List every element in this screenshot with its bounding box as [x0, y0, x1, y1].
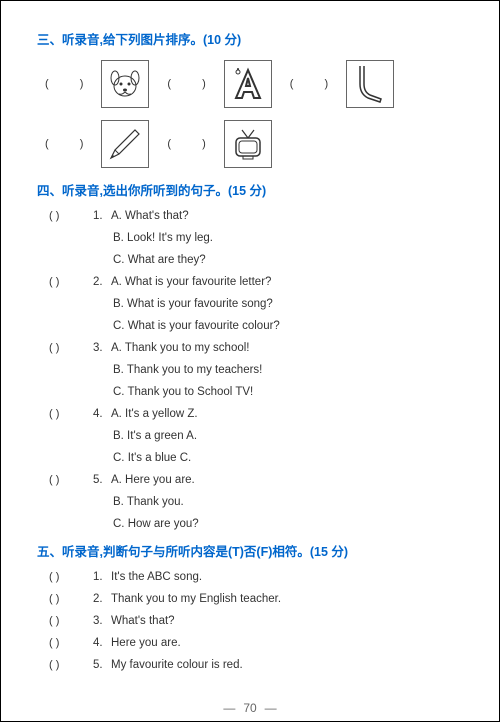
section5-title: 五、听录音,判断句子与所听内容是(T)否(F)相符。(15 分) [37, 541, 463, 560]
section4-block: ( )1.A. What's that?B. Look! It's my leg… [49, 211, 463, 531]
answer-paren[interactable]: ( ) [49, 475, 93, 487]
option-text: A. What is your favourite letter? [111, 277, 271, 289]
question-row: ( )1.A. What's that? [49, 211, 463, 223]
answer-paren[interactable]: ( ) [49, 211, 93, 223]
section4-title: 四、听录音,选出你所听到的句子。(15 分) [37, 180, 463, 199]
question-text: Here you are. [111, 638, 181, 650]
page-number: —70— [1, 701, 499, 715]
section5-block: ( )1.It's the ABC song.( )2.Thank you to… [49, 572, 463, 672]
q-num: 3. [93, 616, 111, 628]
q-num: 1. [93, 211, 111, 223]
tv-icon [224, 120, 272, 168]
q-num: 2. [93, 277, 111, 289]
pic-item-3: ( ) [290, 60, 394, 108]
option-text: B. Look! It's my leg. [113, 233, 463, 245]
pic-item-5: ( ) [167, 120, 271, 168]
option-text: C. Thank you to School TV! [113, 387, 463, 399]
q-num: 5. [93, 475, 111, 487]
option-text: B. What is your favourite song? [113, 299, 463, 311]
q-num: 5. [93, 660, 111, 672]
paren: ( ) [167, 78, 219, 90]
answer-paren[interactable]: ( ) [49, 572, 93, 584]
question-row: ( )2.Thank you to my English teacher. [49, 594, 463, 606]
option-text: B. Thank you. [113, 497, 463, 509]
question-text: It's the ABC song. [111, 572, 202, 584]
question-row: ( )2.A. What is your favourite letter? [49, 277, 463, 289]
pic-item-1: ( ) [45, 60, 149, 108]
q-num: 4. [93, 638, 111, 650]
question-row: ( )5.My favourite colour is red. [49, 660, 463, 672]
arm-icon [346, 60, 394, 108]
pic-item-2: ( ) [167, 60, 271, 108]
section3-title: 三、听录音,给下列图片排序。(10 分) [37, 29, 463, 48]
paren: ( ) [290, 78, 342, 90]
option-text: C. What are they? [113, 255, 463, 267]
answer-paren[interactable]: ( ) [49, 594, 93, 606]
q-num: 3. [93, 343, 111, 355]
option-text: A. Here you are. [111, 475, 195, 487]
dog-icon [101, 60, 149, 108]
pic-item-4: ( ) [45, 120, 149, 168]
paren: ( ) [45, 78, 97, 90]
option-text: A. Thank you to my school! [111, 343, 250, 355]
question-text: My favourite colour is red. [111, 660, 243, 672]
answer-paren[interactable]: ( ) [49, 343, 93, 355]
answer-paren[interactable]: ( ) [49, 638, 93, 650]
pic-row-1: ( ) ( ) ( ) [45, 60, 463, 108]
question-text: What's that? [111, 616, 175, 628]
question-row: ( )3.A. Thank you to my school! [49, 343, 463, 355]
question-row: ( )5.A. Here you are. [49, 475, 463, 487]
option-text: C. How are you? [113, 519, 463, 531]
paren: ( ) [167, 138, 219, 150]
answer-paren[interactable]: ( ) [49, 277, 93, 289]
option-text: A. What's that? [111, 211, 189, 223]
pencil-icon [101, 120, 149, 168]
pic-row-2: ( ) ( ) [45, 120, 463, 168]
option-text: B. Thank you to my teachers! [113, 365, 463, 377]
question-row: ( )1.It's the ABC song. [49, 572, 463, 584]
option-text: B. It's a green A. [113, 431, 463, 443]
option-text: A. It's a yellow Z. [111, 409, 198, 421]
answer-paren[interactable]: ( ) [49, 616, 93, 628]
q-num: 2. [93, 594, 111, 606]
letter-a-icon [224, 60, 272, 108]
answer-paren[interactable]: ( ) [49, 409, 93, 421]
option-text: C. What is your favourite colour? [113, 321, 463, 333]
answer-paren[interactable]: ( ) [49, 660, 93, 672]
option-text: C. It's a blue C. [113, 453, 463, 465]
question-row: ( )4.A. It's a yellow Z. [49, 409, 463, 421]
question-row: ( )3.What's that? [49, 616, 463, 628]
question-text: Thank you to my English teacher. [111, 594, 281, 606]
q-num: 1. [93, 572, 111, 584]
paren: ( ) [45, 138, 97, 150]
question-row: ( )4.Here you are. [49, 638, 463, 650]
q-num: 4. [93, 409, 111, 421]
